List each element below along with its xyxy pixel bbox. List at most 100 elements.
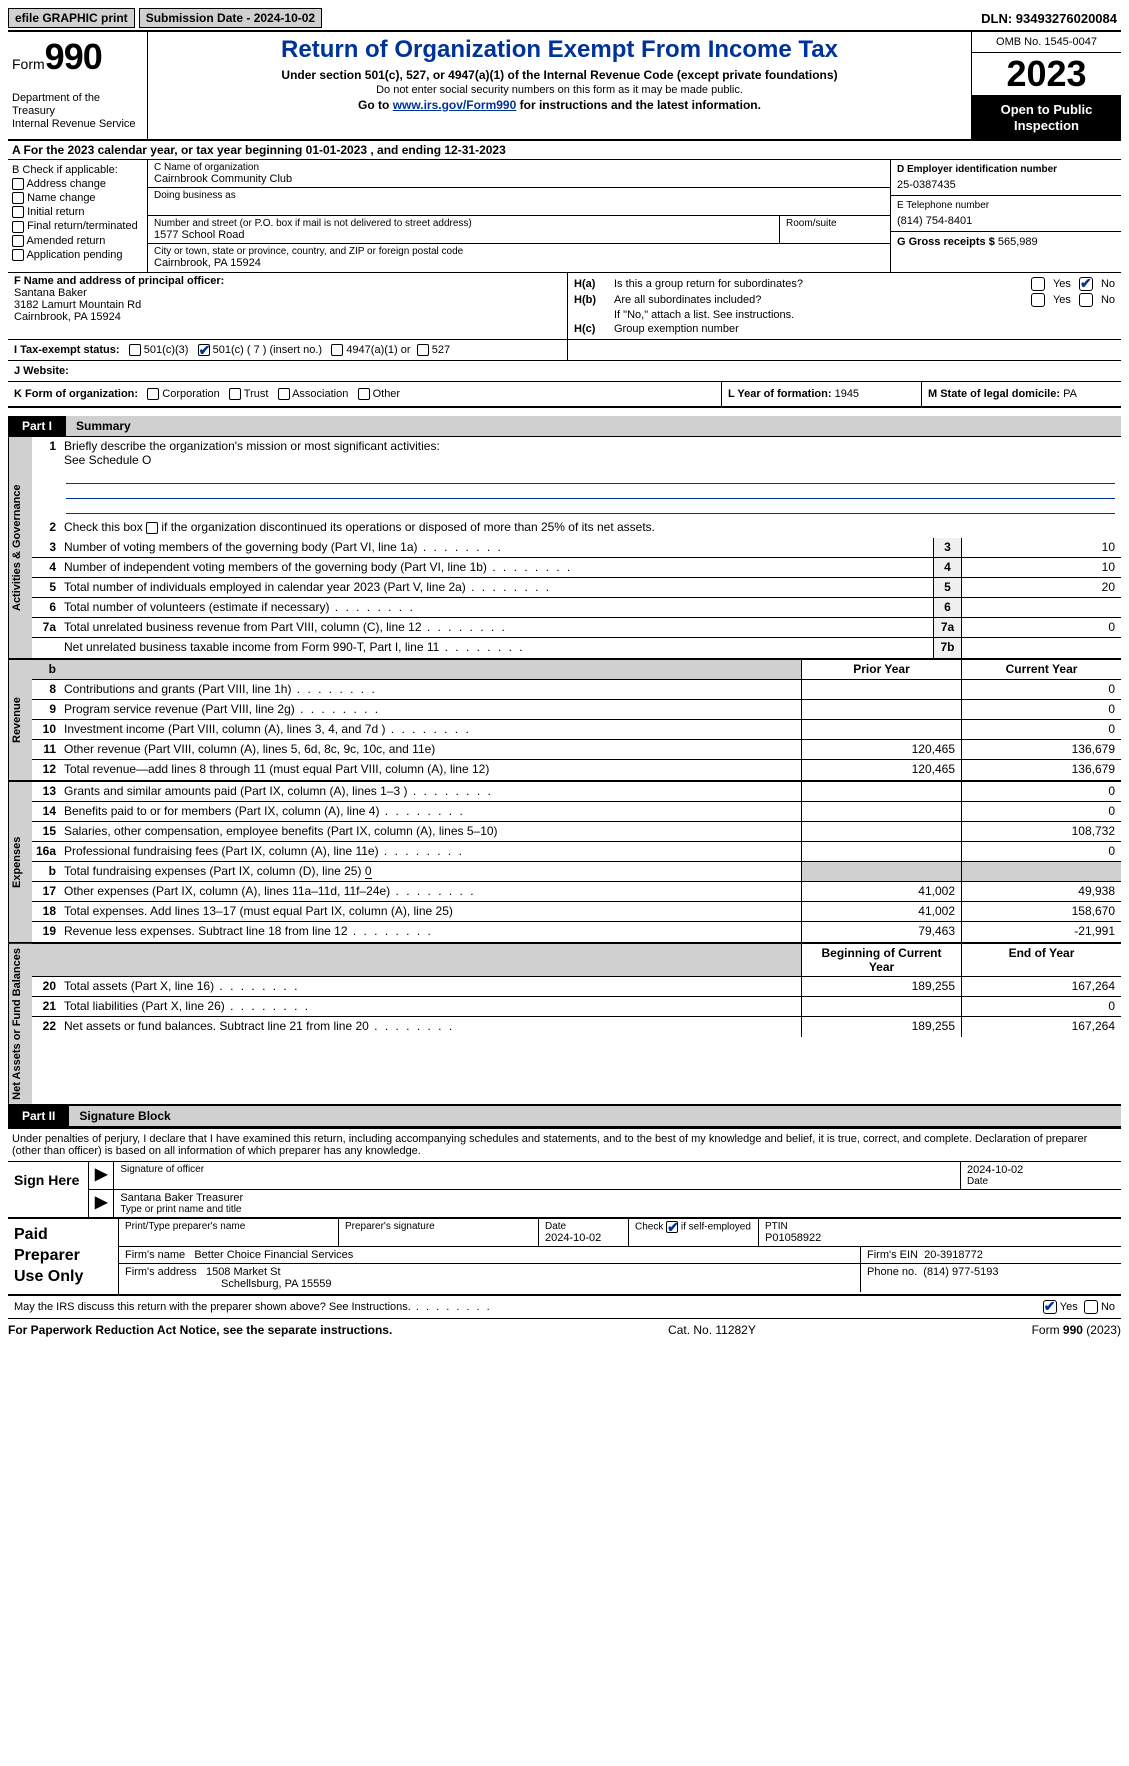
line20-prior: 189,255 [801,977,961,996]
ptin-label: PTIN [765,1221,1115,1232]
ha-yes[interactable] [1031,277,1045,291]
chk-corporation[interactable] [147,388,159,400]
firm-addr1: 1508 Market St [206,1266,281,1278]
chk-address-change[interactable] [12,178,24,190]
officer-label: F Name and address of principal officer: [14,275,561,287]
hb-no[interactable] [1079,293,1093,307]
opt-501c: 501(c) ( 7 ) (insert no.) [213,344,322,356]
opt-name-change: Name change [27,192,96,204]
tax-exempt-label: I Tax-exempt status: [14,344,120,356]
chk-trust[interactable] [229,388,241,400]
chk-self-employed[interactable] [666,1221,678,1233]
line20-curr: 167,264 [961,977,1121,996]
perjury-text: Under penalties of perjury, I declare th… [8,1127,1121,1162]
ha-no[interactable] [1079,277,1093,291]
org-name-label: C Name of organization [154,162,884,173]
line5-label: Total number of individuals employed in … [60,578,933,597]
opt-4947: 4947(a)(1) or [346,344,410,356]
opt-final-return: Final return/terminated [27,220,138,232]
line21-curr: 0 [961,997,1121,1016]
officer-addr1: 3182 Lamurt Mountain Rd [14,299,561,311]
hb-text: Are all subordinates included? [614,294,1025,306]
line11-prior: 120,465 [801,740,961,759]
ha-yes-label: Yes [1053,278,1071,290]
mission-lines [32,483,1121,518]
box-c: C Name of organization Cairnbrook Commun… [148,160,891,272]
prior-year-header: Prior Year [801,660,961,679]
ha-text: Is this a group return for subordinates? [614,278,1025,290]
box-h: H(a) Is this a group return for subordin… [568,273,1121,339]
line11-curr: 136,679 [961,740,1121,759]
efile-button[interactable]: efile GRAPHIC print [8,8,135,28]
type-name-label: Type or print name and title [120,1204,1115,1215]
state-domicile-label: M State of legal domicile: [928,388,1060,400]
line19-prior: 79,463 [801,922,961,942]
irs-link[interactable]: www.irs.gov/Form990 [393,98,517,112]
ha-no-label: No [1101,278,1115,290]
form-title: Return of Organization Exempt From Incom… [156,36,963,64]
sign-here-block: Sign Here ▶ Signature of officer 2024-10… [8,1162,1121,1219]
line3-value: 10 [961,538,1121,557]
row-k: K Form of organization: Corporation Trus… [8,382,721,406]
opt-trust: Trust [244,388,269,400]
ha-label: H(a) [574,278,608,290]
ptin-value: P01058922 [765,1232,1115,1244]
arrow-icon: ▶ [89,1162,114,1189]
opt-association: Association [292,388,348,400]
line16b-curr [961,862,1121,881]
line22-curr: 167,264 [961,1017,1121,1037]
chk-name-change[interactable] [12,192,24,204]
chk-amended-return[interactable] [12,235,24,247]
opt-initial-return: Initial return [27,206,84,218]
line10-prior [801,720,961,739]
line18-label: Total expenses. Add lines 13–17 (must eq… [60,902,801,921]
line16a-curr: 0 [961,842,1121,861]
city-value: Cairnbrook, PA 15924 [154,257,884,269]
line17-label: Other expenses (Part IX, column (A), lin… [60,882,801,901]
firm-addr2: Schellsburg, PA 15559 [221,1278,331,1290]
prep-date-value: 2024-10-02 [545,1232,622,1244]
footer: For Paperwork Reduction Act Notice, see … [8,1319,1121,1341]
line4-value: 10 [961,558,1121,577]
line14-prior [801,802,961,821]
form-prefix: Form [12,56,45,72]
sign-here-label: Sign Here [8,1162,88,1217]
firm-name-label: Firm's name [125,1249,185,1261]
ein-label: D Employer identification number [897,164,1115,175]
line16b-prior [801,862,961,881]
row-i: I Tax-exempt status: 501(c)(3) 501(c) ( … [8,340,568,360]
hb-yes[interactable] [1031,293,1045,307]
line11-label: Other revenue (Part VIII, column (A), li… [60,740,801,759]
footer-left: For Paperwork Reduction Act Notice, see … [8,1323,392,1337]
row-j: J Website: [8,361,568,381]
opt-other: Other [373,388,401,400]
line7b-label: Net unrelated business taxable income fr… [60,638,933,658]
paid-preparer-label: Paid Preparer Use Only [8,1219,118,1293]
chk-final-return[interactable] [12,221,24,233]
chk-association[interactable] [278,388,290,400]
prep-sig-label: Preparer's signature [345,1221,532,1232]
opt-address-change: Address change [26,178,106,190]
chk-other[interactable] [358,388,370,400]
box-b: B Check if applicable: Address change Na… [8,160,148,272]
chk-527[interactable] [417,344,429,356]
chk-4947[interactable] [331,344,343,356]
chk-discontinued[interactable] [146,522,158,534]
chk-501c3[interactable] [129,344,141,356]
discuss-text: May the IRS discuss this return with the… [14,1301,1043,1313]
officer-name-title: Santana Baker Treasurer [120,1192,1115,1204]
box-b-label: B Check if applicable: [12,164,143,176]
sig-date-label: Date [967,1176,1115,1187]
ein-value: 25-0387435 [897,179,1115,191]
end-year-header: End of Year [961,944,1121,976]
chk-initial-return[interactable] [12,206,24,218]
opt-amended-return: Amended return [26,235,105,247]
discuss-yes[interactable] [1043,1300,1057,1314]
line22-label: Net assets or fund balances. Subtract li… [60,1017,801,1037]
discuss-no[interactable] [1084,1300,1098,1314]
prep-name-label: Print/Type preparer's name [125,1221,332,1232]
chk-501c[interactable] [198,344,210,356]
state-domicile-value: PA [1063,388,1077,400]
line21-label: Total liabilities (Part X, line 26) [60,997,801,1016]
chk-application-pending[interactable] [12,249,24,261]
